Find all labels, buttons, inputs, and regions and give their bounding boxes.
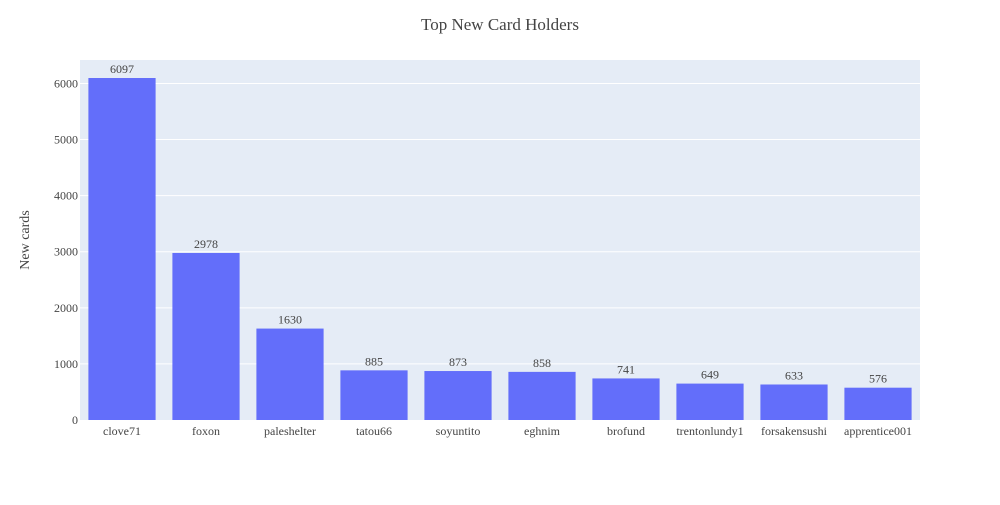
x-axis-ticks: clove71 foxon paleshelter tatou66 soyuntito e… [103, 424, 912, 438]
bar[interactable] [256, 328, 324, 420]
x-tick-label: brofund [607, 424, 645, 438]
bar-value-label: 1630 [278, 313, 302, 327]
x-tick-label: foxon [192, 424, 220, 438]
x-tick-label: paleshelter [264, 424, 316, 438]
bar-value-label: 649 [701, 368, 719, 382]
bar[interactable] [676, 383, 744, 420]
bar-value-label: 633 [785, 368, 803, 382]
y-tick-label: 3000 [54, 245, 78, 259]
y-tick-label: 0 [72, 413, 78, 427]
bar-value-label: 576 [869, 372, 887, 386]
bar-value-label: 2978 [194, 237, 218, 251]
y-tick-label: 6000 [54, 76, 78, 90]
x-tick-label: forsakensushi [761, 424, 828, 438]
bar[interactable] [172, 252, 240, 420]
bar-value-label: 858 [533, 356, 551, 370]
y-tick-label: 4000 [54, 189, 78, 203]
y-axis-ticks: 0 1000 2000 3000 4000 5000 6000 [54, 76, 78, 427]
data-labels: 6097 2978 1630 885 873 858 741 649 633 576 [110, 62, 887, 386]
x-tick-label: clove71 [103, 424, 141, 438]
chart-title: Top New Card Holders [421, 15, 579, 34]
x-tick-label: tatou66 [356, 424, 392, 438]
y-tick-label: 2000 [54, 301, 78, 315]
bars [88, 78, 912, 420]
bar[interactable] [760, 384, 828, 420]
bar-value-label: 6097 [110, 62, 134, 76]
x-tick-label: soyuntito [436, 424, 481, 438]
bar[interactable] [88, 78, 156, 420]
y-axis-label: New cards [18, 210, 33, 269]
y-tick-label: 1000 [54, 357, 78, 371]
y-tick-label: 5000 [54, 133, 78, 147]
bar[interactable] [424, 371, 492, 420]
bar[interactable] [592, 378, 660, 420]
bar-value-label: 873 [449, 355, 467, 369]
x-tick-label: trentonlundy1 [676, 424, 743, 438]
bar[interactable] [340, 370, 408, 420]
bar-value-label: 885 [365, 354, 383, 368]
x-tick-label: eghnim [524, 424, 561, 438]
x-tick-label: apprentice001 [844, 424, 912, 438]
bar[interactable] [844, 387, 912, 420]
bar[interactable] [508, 371, 576, 420]
bar-value-label: 741 [617, 362, 635, 376]
